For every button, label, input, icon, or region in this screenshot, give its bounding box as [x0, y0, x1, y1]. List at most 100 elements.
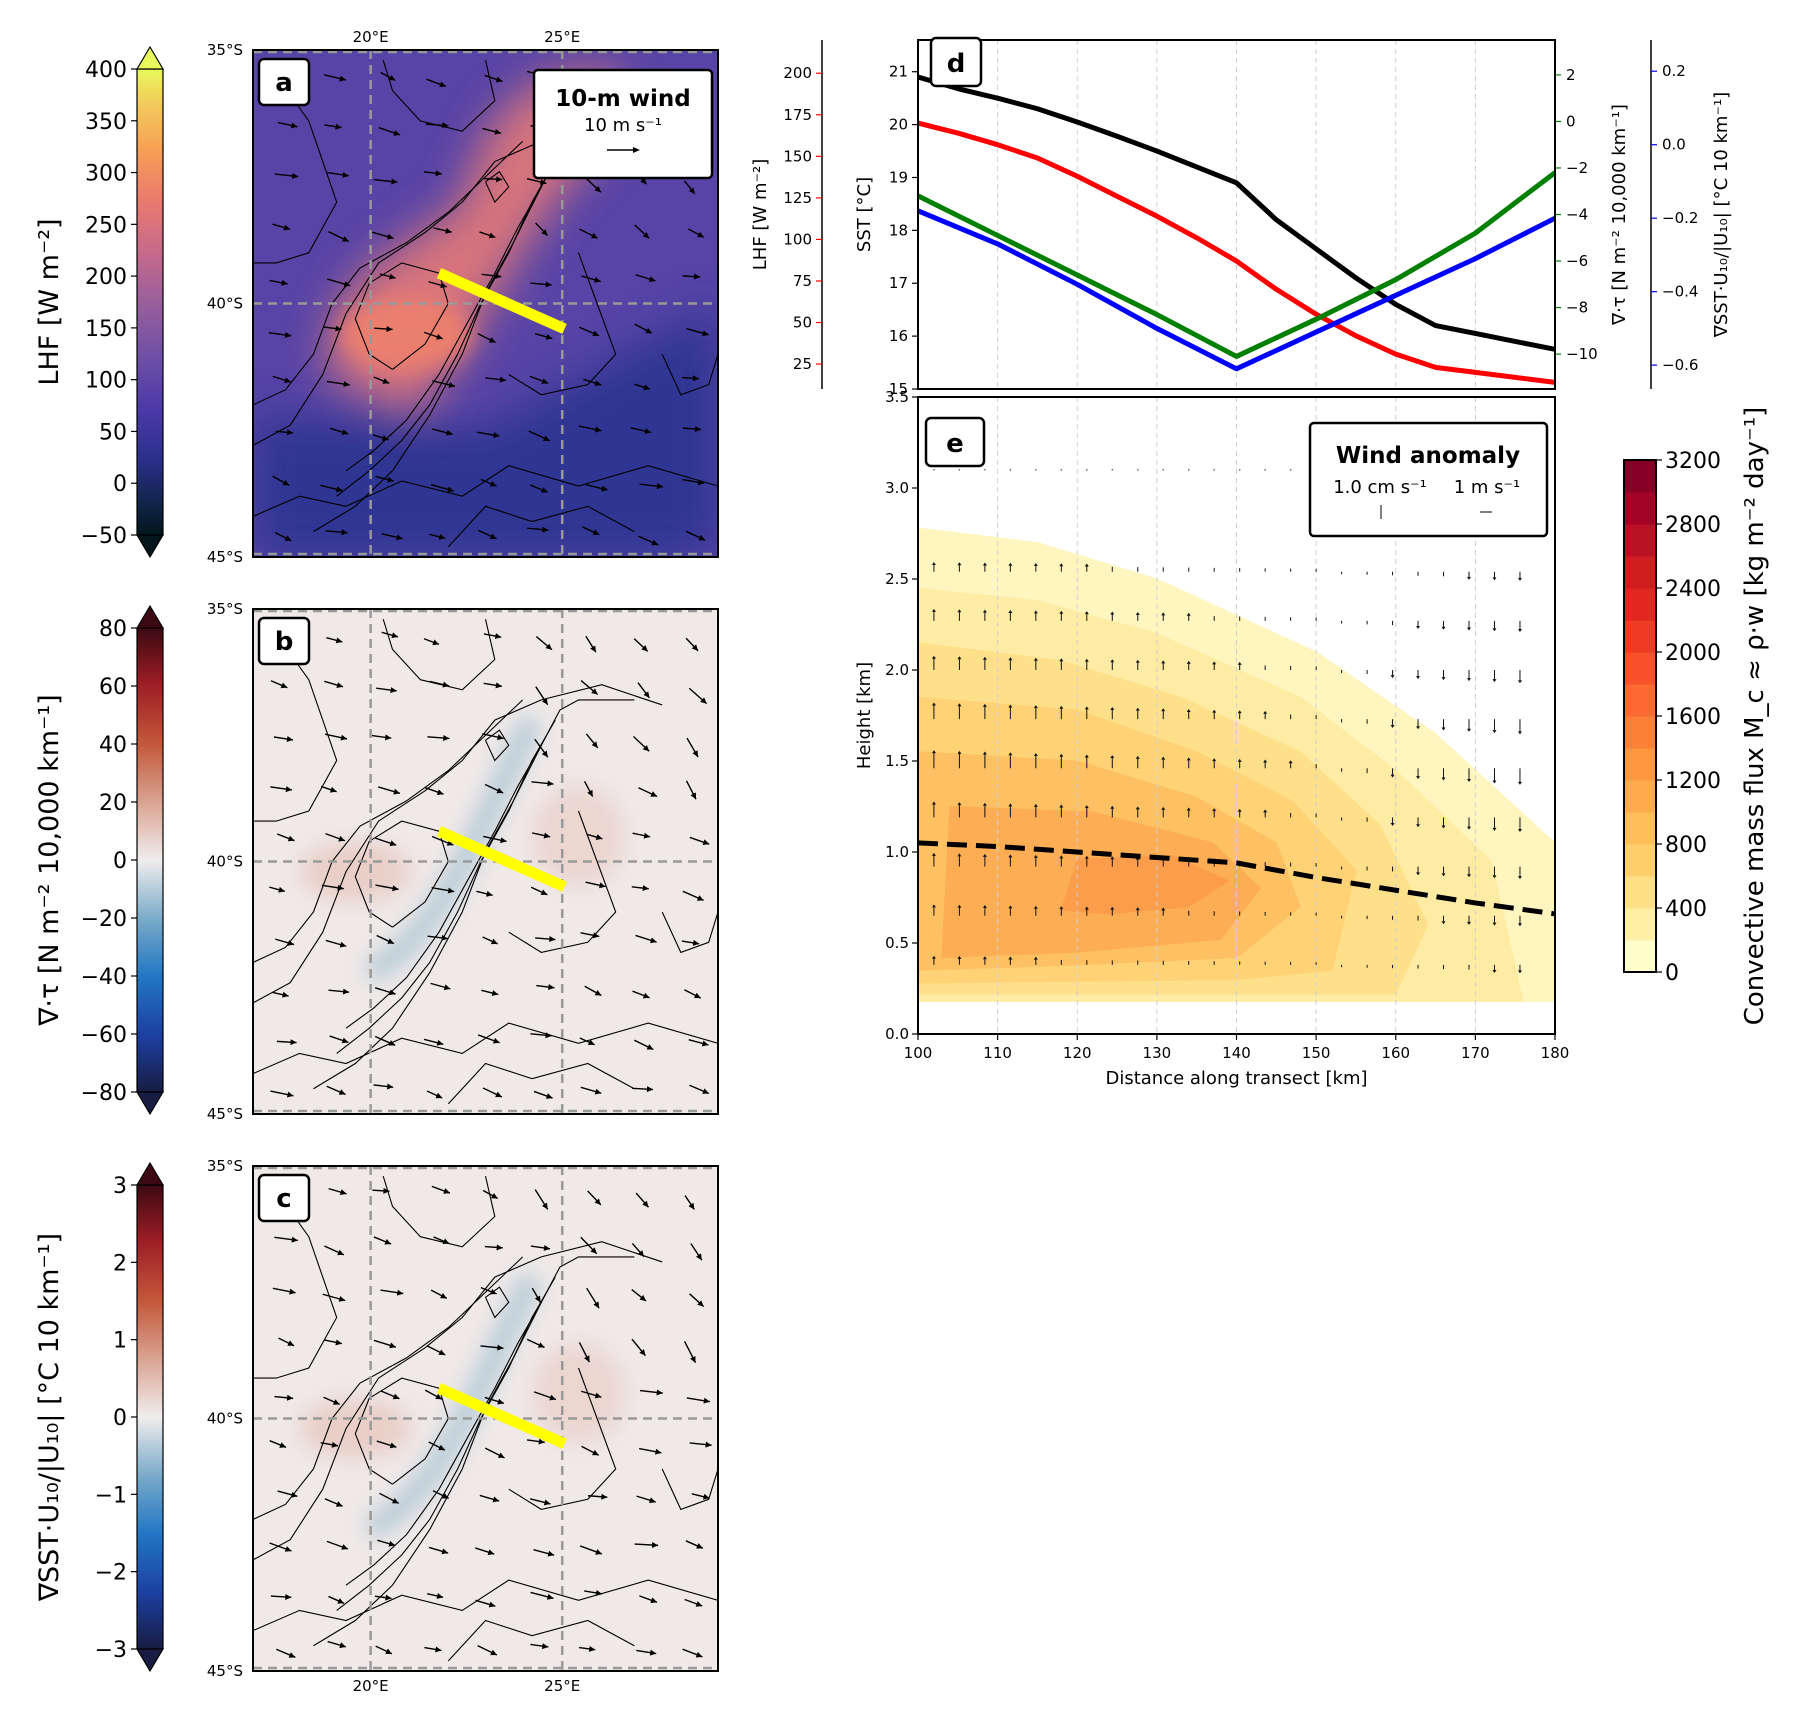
- panel-d-frame: [917, 39, 1556, 390]
- wind-arrow: [328, 988, 350, 995]
- series-line: [917, 74, 1556, 352]
- sst-contour: [485, 170, 510, 204]
- wind-arrow: [326, 380, 350, 388]
- wind-arrow: [527, 526, 549, 533]
- legend-box: [1308, 421, 1549, 538]
- wind-anomaly-arrow: [1517, 670, 1522, 684]
- wind-arrow: [584, 1590, 603, 1596]
- wind-anomaly-arrow: [982, 562, 987, 572]
- wind-arrow: [372, 1187, 390, 1194]
- wind-arrow: [381, 631, 399, 639]
- colorbar-tick-label: 40: [99, 733, 127, 758]
- wind-arrow: [691, 1493, 710, 1500]
- wind-arrow: [270, 786, 293, 793]
- wind-arrow: [632, 1086, 654, 1093]
- wind-anomaly-arrow: [957, 802, 962, 818]
- wind-arrow: [579, 1545, 603, 1555]
- wind-arrow: [583, 781, 594, 797]
- mass-flux-field: [918, 527, 1555, 1002]
- colorbar-tick-label: 800: [1665, 833, 1707, 858]
- x-tick-label: 140: [1222, 1044, 1251, 1062]
- wind-arrow: [689, 1084, 710, 1095]
- wind-arrow: [638, 787, 658, 798]
- wind-anomaly-arrow: [1467, 768, 1472, 783]
- wind-arrow: [631, 1289, 647, 1302]
- wind-arrow: [376, 1440, 397, 1449]
- axis-tick-label: 50: [793, 314, 812, 332]
- wind-arrow: [682, 375, 699, 382]
- axis-tick-label: 20: [889, 116, 908, 134]
- panel-letter-d: d: [929, 36, 983, 88]
- colorbar-e: 3200 2800 2400 2000 1600 1200 800 400 0 Convectiv…: [1623, 407, 1770, 1025]
- wind-arrow: [682, 426, 702, 433]
- wind-anomaly-arrow: [1492, 817, 1497, 831]
- sst-contour: [354, 262, 449, 370]
- latitude-tick-label: 45°S: [207, 548, 243, 566]
- wind-arrow: [633, 1039, 654, 1051]
- wind-arrow: [483, 835, 507, 844]
- wind-anomaly-dot: [1136, 469, 1139, 471]
- wind-arrow: [638, 535, 659, 546]
- wind-anomaly-dot: [933, 469, 935, 471]
- wind-arrow: [326, 1540, 349, 1550]
- wind-arrow: [534, 1189, 549, 1210]
- wind-arrow: [427, 1345, 446, 1356]
- wind-arrow: [639, 1447, 662, 1455]
- wind-arrow: [269, 1542, 292, 1552]
- legend-box: [532, 68, 714, 180]
- colorbar-tick-label: 150: [85, 317, 127, 342]
- wind-arrow: [588, 1493, 608, 1500]
- wind-arrow: [477, 1034, 500, 1044]
- colorbar-tick-label: 0: [113, 472, 127, 497]
- wind-anomaly-arrow: [1008, 905, 1013, 916]
- wind-anomaly-arrow: [957, 562, 962, 572]
- colorbar-level: [1624, 716, 1656, 749]
- colorbar-tick-label: 0: [113, 849, 127, 874]
- colorbar-level: [1624, 620, 1656, 653]
- wind-arrow: [273, 736, 294, 742]
- wind-anomaly-arrow: [1161, 660, 1166, 670]
- wind-arrow: [580, 932, 600, 939]
- wind-arrow: [479, 1494, 500, 1503]
- wind-arrow: [423, 170, 442, 177]
- wind-arrow: [275, 1648, 296, 1658]
- colorbar-label: LHF [W m⁻²]: [34, 218, 65, 385]
- x-tick-label: 110: [983, 1044, 1012, 1062]
- wind-arrow: [686, 737, 699, 758]
- panel-letter-a: a: [257, 57, 311, 107]
- wind-anomaly-arrow: [1467, 866, 1472, 878]
- wind-arrow: [428, 1441, 446, 1451]
- wind-arrow: [682, 1648, 703, 1658]
- axis-tick-label: 75: [793, 272, 812, 290]
- wind-arrow: [431, 886, 455, 894]
- wind-arrow: [483, 682, 503, 689]
- wind-anomaly-arrow: [1517, 571, 1522, 581]
- wind-anomaly-arrow: [1492, 670, 1497, 683]
- colorbar-c: 3 2 1 0 −1 −2 −3 ∇SST·U₁₀/|U₁₀| [°C 10 km⁻¹]: [34, 1161, 165, 1673]
- svg-text:a: a: [275, 68, 293, 98]
- colorbar-tick-label: 200: [85, 265, 127, 290]
- wind-arrow: [429, 680, 450, 688]
- colorbar-tick-label: 80: [99, 617, 127, 642]
- wind-anomaly-arrow: [1492, 620, 1497, 632]
- wind-arrow: [324, 733, 348, 741]
- wind-arrow: [326, 637, 343, 644]
- wind-arrow: [585, 635, 597, 653]
- x-tick-label: 130: [1143, 1044, 1172, 1062]
- wind-anomaly-legend: Wind anomaly 1.0 cm s⁻¹ 1 m s⁻¹: [1308, 421, 1549, 538]
- y-tick-label: 1.0: [885, 843, 909, 861]
- wind-arrow: [477, 333, 496, 344]
- sst-contour: [253, 75, 338, 264]
- colorbar-tick-label: −2: [95, 1561, 127, 1586]
- wind-anomaly-arrow: [1441, 768, 1446, 781]
- colorbar-extend-bottom: [135, 1091, 165, 1116]
- wind-anomaly-arrow: [1059, 753, 1064, 769]
- wind-arrow: [373, 178, 398, 185]
- wind-anomaly-arrow: [957, 703, 962, 720]
- wind-arrow: [688, 1039, 709, 1047]
- wind-arrow: [324, 123, 342, 130]
- wind-anomaly-dot: [1264, 469, 1266, 471]
- axis-tick-label: 15: [889, 380, 908, 398]
- positive-patch: [299, 1398, 412, 1459]
- axis-tick-label: 25: [793, 355, 812, 373]
